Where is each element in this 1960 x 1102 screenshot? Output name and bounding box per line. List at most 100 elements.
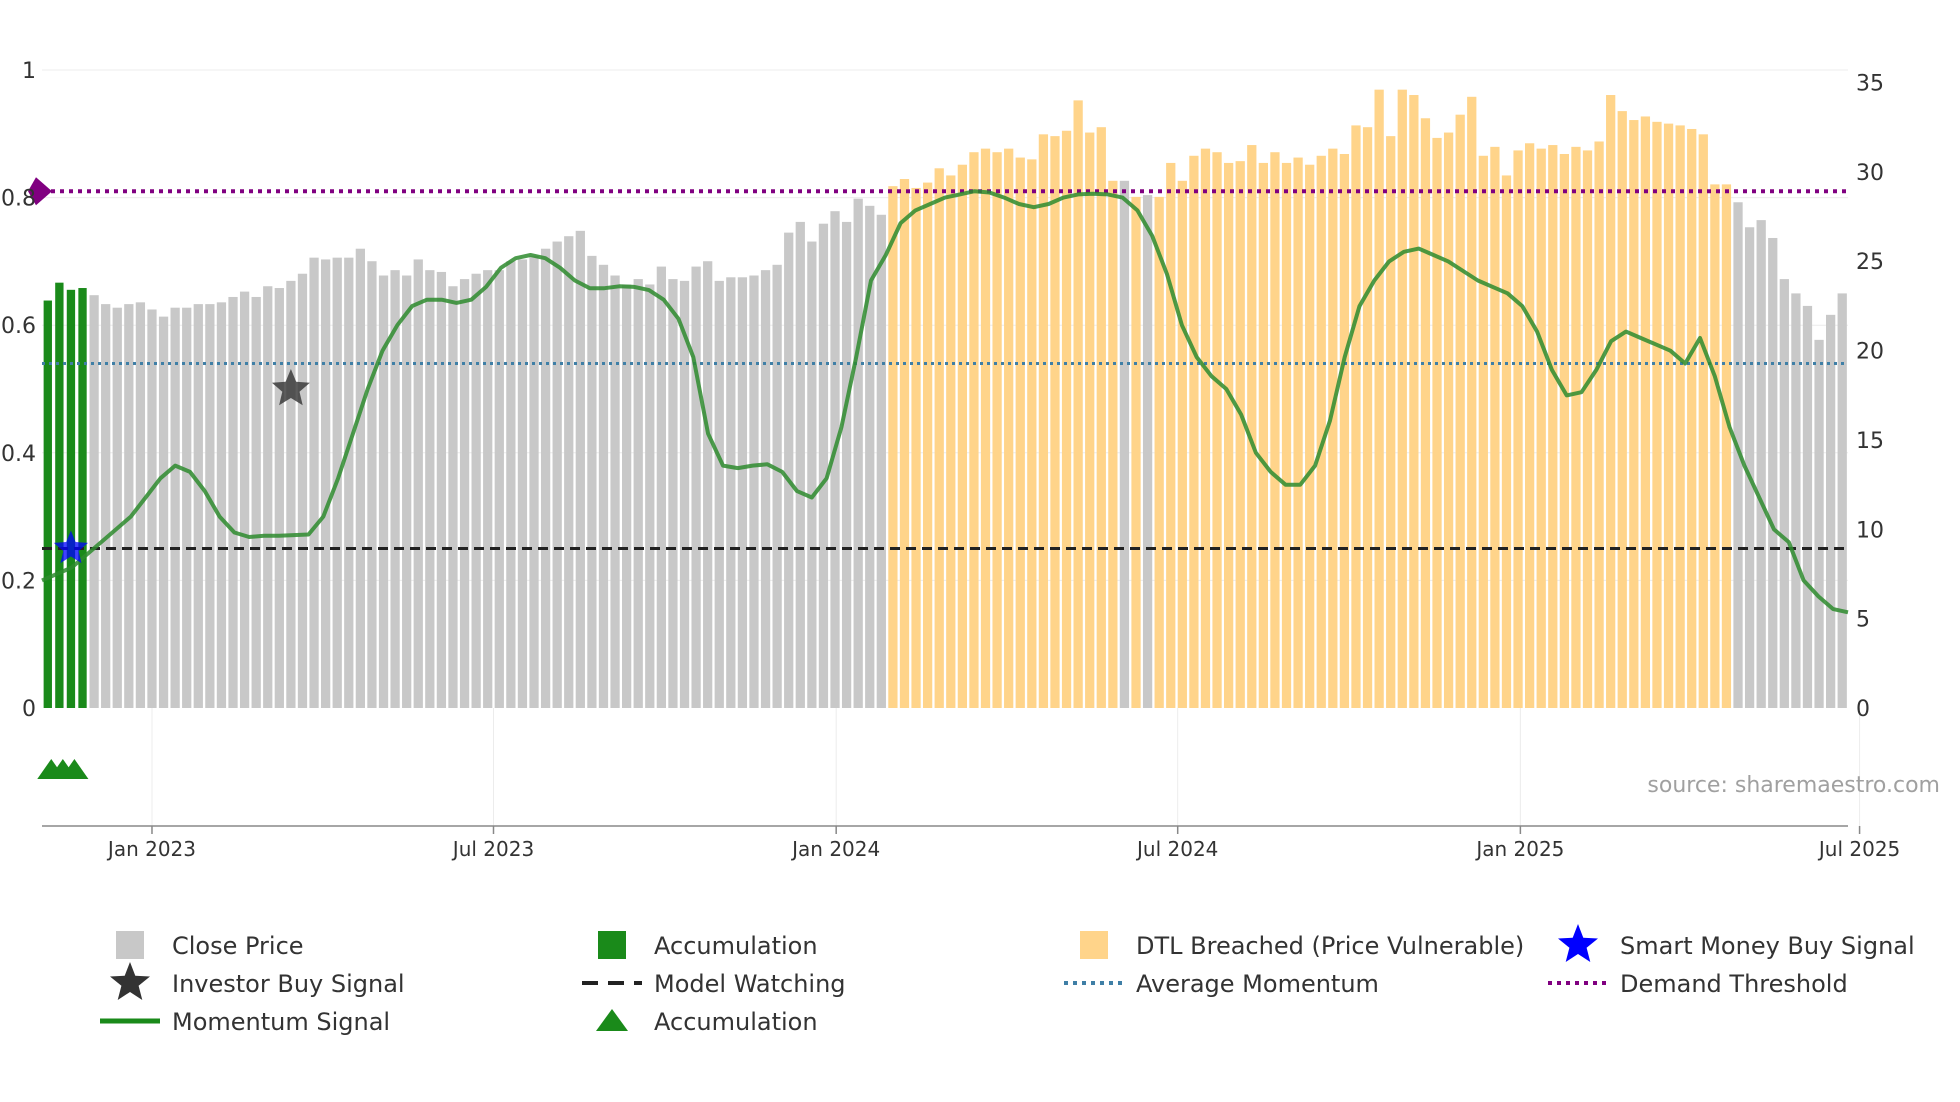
- bar-close: [483, 270, 493, 708]
- bar-close: [760, 270, 771, 708]
- bar-dtl: [1073, 100, 1083, 708]
- signal-markers: [37, 369, 310, 779]
- bar-close: [668, 279, 678, 708]
- legend-label: Accumulation: [654, 1008, 818, 1036]
- legend-label: Momentum Signal: [172, 1008, 390, 1036]
- bar-dtl: [1224, 162, 1234, 708]
- bar-dtl: [1513, 150, 1523, 708]
- bar-close: [263, 286, 273, 708]
- bar-dtl: [1015, 157, 1025, 709]
- left-tick-label: 0: [22, 697, 36, 722]
- bar-accumulation: [66, 289, 76, 708]
- bar-dtl: [1038, 134, 1049, 709]
- legend-close-swatch: [116, 931, 144, 959]
- legend-label: DTL Breached (Price Vulnerable): [1136, 932, 1524, 960]
- bar-dtl: [1293, 157, 1303, 709]
- bar-close: [691, 266, 701, 708]
- bar-close: [598, 264, 609, 708]
- bar-close: [494, 270, 504, 708]
- legend-item: DTL Breached (Price Vulnerable): [1080, 931, 1524, 960]
- bar-close: [274, 288, 284, 708]
- bar-close: [841, 221, 852, 708]
- x-tick-label: Jan 2025: [1474, 837, 1564, 861]
- bar-close: [772, 264, 782, 708]
- bar-dtl: [1189, 155, 1199, 709]
- legend-item: Investor Buy Signal: [110, 962, 405, 1000]
- source-label: source: sharemaestro.com: [1647, 773, 1940, 798]
- bar-close: [1142, 195, 1153, 709]
- bar-dtl: [1629, 120, 1639, 709]
- bar-close: [830, 211, 840, 708]
- left-tick-label: 0.8: [1, 187, 36, 212]
- bar-dtl: [1501, 175, 1512, 709]
- bar-dtl: [1270, 152, 1280, 708]
- legend-smart_money-star-icon: [1558, 924, 1598, 962]
- bar-close: [297, 273, 308, 708]
- bar-accumulation: [78, 288, 87, 708]
- legend-label: Average Momentum: [1136, 970, 1379, 998]
- bar-close: [540, 248, 551, 708]
- bar-dtl: [1582, 150, 1593, 708]
- reference-lines: [28, 177, 1848, 550]
- bar-close: [645, 284, 655, 708]
- bar-close: [124, 304, 134, 708]
- right-tick-label: 35: [1856, 72, 1884, 97]
- bar-close: [1744, 227, 1755, 708]
- bar-dtl: [923, 182, 933, 708]
- legend-label: Accumulation: [654, 932, 818, 960]
- bar-close: [876, 214, 886, 709]
- legend-label: Smart Money Buy Signal: [1620, 932, 1915, 960]
- bar-dtl: [1420, 118, 1431, 709]
- bar-close: [112, 307, 122, 708]
- bar-close: [459, 279, 470, 708]
- bar-close: [737, 277, 748, 708]
- bar-dtl: [1606, 95, 1616, 709]
- bar-close: [147, 309, 157, 708]
- bar-close: [1837, 293, 1847, 708]
- bar-dtl: [946, 175, 956, 709]
- bar-dtl: [1721, 184, 1732, 708]
- legend-item: Close Price: [116, 931, 304, 960]
- legend-label: Investor Buy Signal: [172, 970, 405, 998]
- bar-close: [228, 296, 238, 708]
- bar-dtl: [1281, 162, 1292, 708]
- bar-dtl: [899, 179, 910, 708]
- bar-dtl: [1698, 134, 1708, 709]
- bar-close: [344, 257, 354, 708]
- bar-dtl: [1050, 136, 1060, 709]
- bar-close: [378, 275, 389, 708]
- bar-dtl: [969, 152, 979, 708]
- bar-dtl: [888, 186, 898, 708]
- bar-dtl: [1571, 146, 1581, 708]
- bar-accumulation: [43, 300, 52, 708]
- bar-close: [714, 280, 724, 708]
- x-tick-label: Jul 2024: [1135, 837, 1218, 861]
- bar-close: [749, 275, 759, 708]
- bar-dtl: [1027, 159, 1037, 709]
- smart-money-buy-signal-marker: [53, 530, 89, 564]
- left-tick-label: 1: [22, 59, 36, 84]
- bar-dtl: [1386, 136, 1396, 709]
- left-tick-label: 0.6: [1, 314, 36, 339]
- bar-dtl: [1166, 162, 1176, 708]
- right-tick-label: 20: [1856, 340, 1884, 365]
- bar-dtl: [1617, 111, 1627, 708]
- bar-dtl: [1061, 130, 1072, 708]
- bar-close: [529, 255, 539, 709]
- legend-label: Close Price: [172, 932, 304, 960]
- bar-dtl: [1004, 148, 1014, 708]
- bar-close: [807, 241, 817, 708]
- bar-dtl: [1328, 148, 1338, 708]
- bar-dtl: [1490, 146, 1500, 708]
- bar-close: [1826, 314, 1836, 708]
- bar-close: [101, 304, 111, 708]
- bar-close: [321, 259, 331, 708]
- legend-item: Accumulation: [598, 931, 818, 960]
- bar-dtl: [1096, 127, 1106, 708]
- bar-close: [656, 266, 666, 708]
- bar-close: [390, 270, 400, 708]
- legend-investor-star-icon: [110, 962, 150, 1000]
- bar-dtl: [1374, 89, 1384, 708]
- bar-dtl: [1397, 89, 1407, 708]
- bar-close: [239, 291, 250, 708]
